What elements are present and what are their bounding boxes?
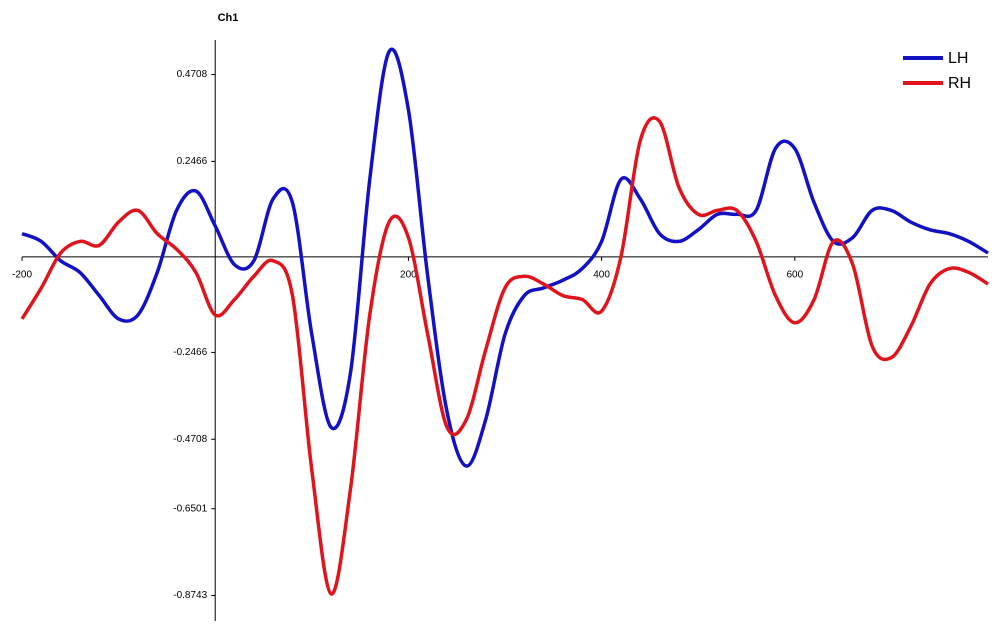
legend-label: LH xyxy=(948,50,968,67)
chart-title: Ch1 xyxy=(218,12,239,24)
y-tick-label: -0.8743 xyxy=(173,590,207,601)
y-tick-label: -0.6501 xyxy=(173,503,207,514)
y-tick-label: 0.2466 xyxy=(177,156,208,167)
x-tick-label: 400 xyxy=(593,270,610,281)
y-tick-label: -0.4708 xyxy=(173,434,207,445)
legend: LH RH xyxy=(903,50,971,92)
x-tick-label: 600 xyxy=(786,270,803,281)
series-line xyxy=(20,116,989,596)
legend-label: RH xyxy=(948,75,971,92)
y-tick-label: 0.4708 xyxy=(177,69,208,80)
y-tick-label: -0.2466 xyxy=(173,347,207,358)
x-tick-label: 200 xyxy=(400,270,417,281)
x-tick-label: -200 xyxy=(12,270,32,281)
series-line xyxy=(21,47,989,468)
